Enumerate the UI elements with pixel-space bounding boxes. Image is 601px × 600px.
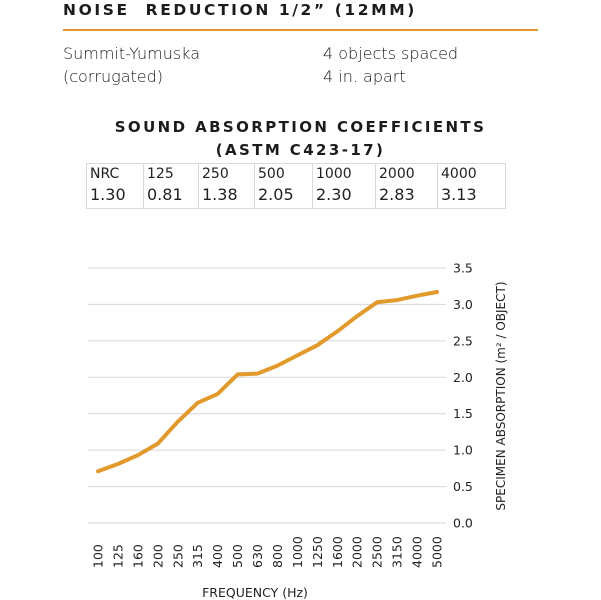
x-tick-label: 1600 [330, 536, 345, 568]
x-tick-label: 2000 [350, 536, 365, 568]
y-tick-label: 1.0 [453, 443, 473, 458]
x-tick-label: 200 [150, 544, 165, 568]
table-header: 250 [202, 166, 229, 182]
table-cell-125: 125 0.81 [143, 163, 199, 209]
table-cell-250: 250 1.38 [198, 163, 255, 209]
table-header: 500 [258, 166, 285, 182]
table-header: 4000 [441, 166, 477, 182]
table-header: 1000 [316, 166, 352, 182]
x-tick-label: 4000 [410, 536, 425, 568]
coefficients-title-line: (ASTM C423-17) [215, 141, 386, 159]
x-axis-label: FREQUENCY (Hz) [202, 585, 308, 600]
table-header: 2000 [379, 166, 415, 182]
y-tick-label: 3.0 [453, 297, 473, 312]
product-name: Summit-Yumuska (corrugated) [63, 42, 200, 88]
table-value: 2.05 [258, 185, 294, 204]
x-tick-label: 3150 [390, 536, 405, 568]
table-value: 1.30 [90, 185, 126, 204]
coefficients-title: SOUND ABSORPTION COEFFICIENTS (ASTM C423… [0, 116, 601, 162]
y-tick-label: 2.0 [453, 370, 473, 385]
spacing-note-line: 4 in. apart [323, 67, 406, 86]
table-cell-2000: 2000 2.83 [375, 163, 438, 209]
x-tick-label: 5000 [430, 536, 445, 568]
table-header: 125 [147, 166, 174, 182]
table-value: 3.13 [441, 185, 477, 204]
table-header: NRC [90, 166, 120, 182]
table-cell-500: 500 2.05 [254, 163, 313, 209]
x-tick-label: 125 [110, 544, 125, 568]
x-tick-label: 100 [91, 544, 106, 568]
coefficients-title-line: SOUND ABSORPTION COEFFICIENTS [114, 118, 487, 136]
table-value: 2.83 [379, 185, 415, 204]
x-tick-label: 315 [190, 544, 205, 568]
x-tick-label: 160 [130, 544, 145, 568]
table-value: 2.30 [316, 185, 352, 204]
table-value: 0.81 [147, 185, 183, 204]
y-tick-label: 2.5 [453, 333, 473, 348]
product-name-line: (corrugated) [63, 67, 164, 86]
table-cell-4000: 4000 3.13 [437, 163, 506, 209]
series-line [96, 290, 439, 474]
table-cell-1000: 1000 2.30 [312, 163, 376, 209]
y-tick-label: 0.0 [453, 516, 473, 531]
x-tick-label: 400 [210, 544, 225, 568]
y-tick-label: 1.5 [453, 406, 473, 421]
y-tick-label: 0.5 [453, 479, 473, 494]
coefficients-table: NRC 1.30 125 0.81 250 1.38 500 2.05 1000 2.30… [86, 163, 506, 209]
page-title: NOISE REDUCTION 1/2” (12MM) [63, 1, 417, 19]
x-tick-label: 1000 [290, 536, 305, 568]
y-axis-label: SPECIMEN ABSORPTION (m² / OBJECT) [494, 281, 508, 510]
x-tick-label: 630 [250, 544, 265, 568]
x-tick-label: 800 [270, 544, 285, 568]
spacing-note: 4 objects spaced 4 in. apart [323, 42, 458, 88]
x-tick-label: 250 [170, 544, 185, 568]
product-name-line: Summit-Yumuska [63, 44, 200, 63]
table-value: 1.38 [202, 185, 238, 204]
x-tick-label: 500 [230, 544, 245, 568]
x-tick-label: 1250 [310, 536, 325, 568]
spacing-note-line: 4 objects spaced [323, 44, 459, 63]
table-row: NRC 1.30 125 0.81 250 1.38 500 2.05 1000 2.30… [86, 163, 506, 209]
x-tick-label: 2500 [370, 536, 385, 568]
y-tick-label: 3.5 [453, 261, 473, 276]
title-underline [63, 29, 538, 31]
